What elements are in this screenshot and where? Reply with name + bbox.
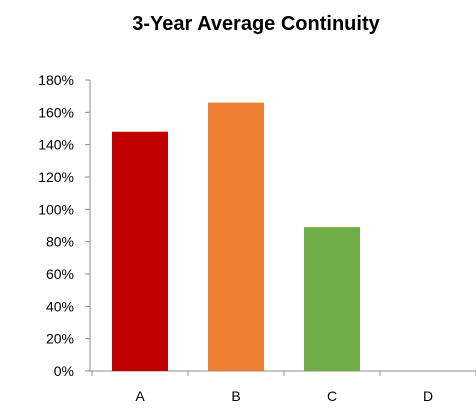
y-tick-label: 40% [46,298,74,314]
y-tick-label: 140% [38,137,74,153]
y-tick-label: 120% [38,169,74,185]
x-axis-labels: A B C D [135,388,433,404]
chart-bars [112,102,360,371]
y-axis-labels: 0% 20% 40% 60% 80% 100% 120% 140% 160% 180% [38,72,74,379]
y-tick-label: 60% [46,266,74,282]
x-tick-label: B [231,388,240,404]
y-tick-label: 0% [54,363,74,379]
bar-c [304,227,360,371]
y-tick-label: 160% [38,104,74,120]
y-tick-label: 180% [38,72,74,88]
y-tick-label: 20% [46,331,74,347]
chart-title: 3-Year Average Continuity [132,13,380,35]
x-tick-label: A [135,388,145,404]
bar-a [112,131,168,371]
bar-b [208,102,264,371]
y-tick-label: 100% [38,201,74,217]
y-tick-label: 80% [46,234,74,250]
x-tick-label: C [327,388,337,404]
x-tick-label: D [423,388,433,404]
